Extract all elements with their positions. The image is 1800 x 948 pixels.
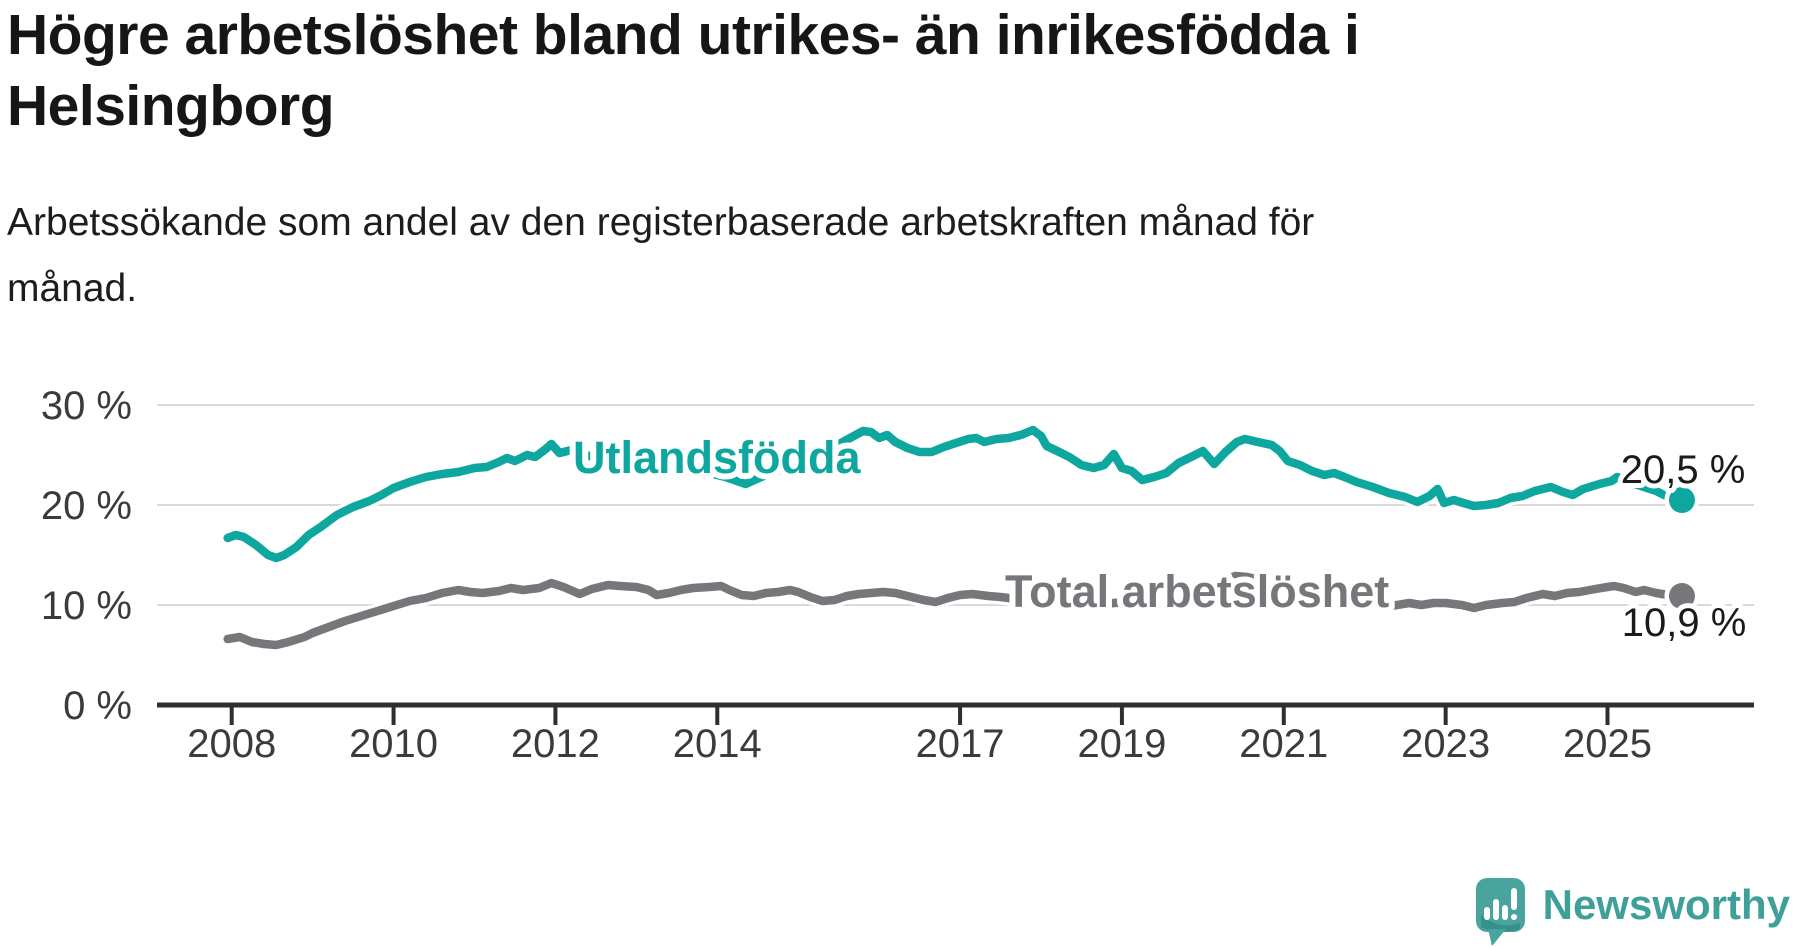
value-label-utlandsfodda: 20,5 % xyxy=(1621,448,1746,492)
chart-subtitle-line2: månad. xyxy=(7,267,138,310)
series-line-1 xyxy=(223,571,1687,650)
series-label-total: Total arbetslöshet xyxy=(1005,566,1389,617)
x-tick-label: 2014 xyxy=(673,722,762,766)
series-label-utlandsfodda: Utlandsfödda xyxy=(573,432,861,483)
series-halo-0 xyxy=(220,422,1690,566)
x-tick-label: 2010 xyxy=(349,722,438,766)
chart-title-line2: Helsingborg xyxy=(7,74,335,138)
y-tick-label: 0 % xyxy=(63,684,132,728)
end-dot-1 xyxy=(1668,583,1695,609)
x-tick-label: 2017 xyxy=(916,722,1005,766)
y-tick-label: 20 % xyxy=(41,484,132,528)
grid-layer: 30 % 20 % 10 % 0 % 2008 2010 2012 2014 2017 2019 2… xyxy=(41,384,1754,766)
x-tick-label: 2023 xyxy=(1401,722,1490,766)
chart-subtitle: Arbetssökande som andel av den registerb… xyxy=(7,190,1314,322)
y-tick-label: 10 % xyxy=(41,584,132,628)
chart-subtitle-line1: Arbetssökande som andel av den registerb… xyxy=(7,201,1315,244)
end-dot-0 xyxy=(1668,487,1695,513)
series-halo-1 xyxy=(220,568,1690,653)
x-tick-label: 2008 xyxy=(187,722,276,766)
series-line-0 xyxy=(223,425,1687,563)
x-tick-label: 2021 xyxy=(1239,722,1328,766)
series-layer xyxy=(220,422,1700,653)
chart-title: Högre arbetslöshet bland utrikes- än inr… xyxy=(7,0,1360,142)
y-tick-label: 30 % xyxy=(41,384,132,428)
chart-title-line1: Högre arbetslöshet bland utrikes- än inr… xyxy=(7,3,1360,67)
value-label-total: 10,9 % xyxy=(1622,601,1747,645)
newsworthy-icon xyxy=(1475,878,1525,946)
x-tick-label: 2012 xyxy=(511,722,600,766)
newsworthy-logo: Newsworthy xyxy=(1475,876,1790,948)
newsworthy-wordmark: Newsworthy xyxy=(1542,881,1790,928)
x-tick-label: 2025 xyxy=(1563,722,1652,766)
labels-layer: Utlandsfödda Total arbetslöshet 20,5 % 1… xyxy=(567,426,1751,650)
x-tick-label: 2019 xyxy=(1077,722,1166,766)
